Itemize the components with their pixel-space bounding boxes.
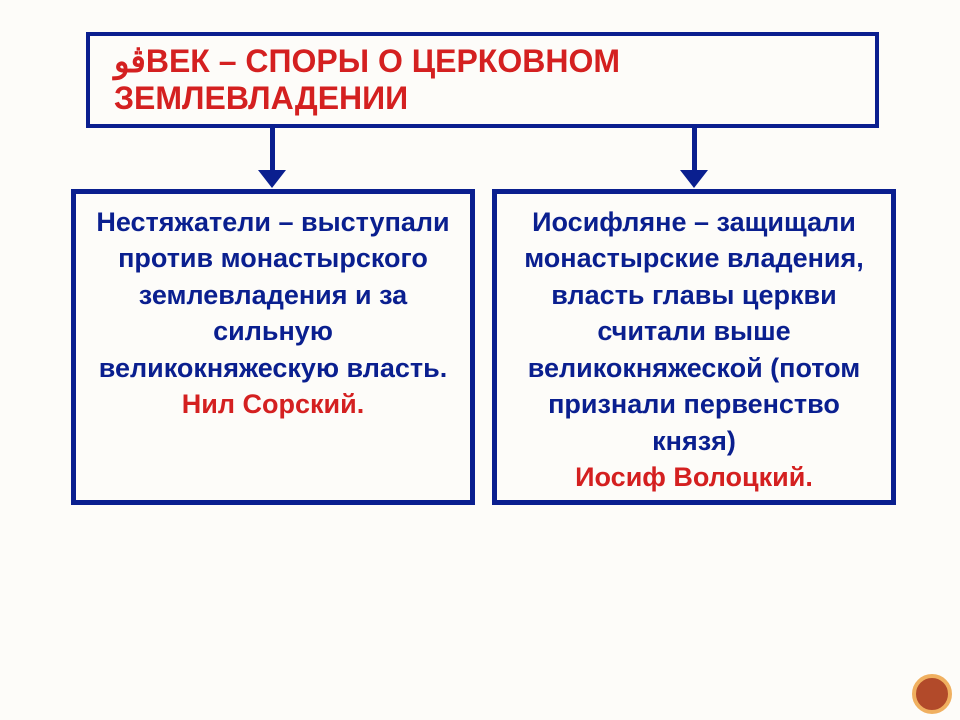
diagram-title: ڤوВЕК – СПОРЫ О ЦЕРКОВНОМ ЗЕМЛЕВЛАДЕНИИ: [114, 43, 620, 117]
right-branch-text: Иосифляне – защищали монастырские владен…: [511, 204, 877, 496]
right-branch-box: Иосифляне – защищали монастырские владен…: [492, 189, 896, 505]
left-branch-text: Нестяжатели – выступали против монастырс…: [90, 204, 456, 423]
left-term: Нестяжатели –: [96, 207, 301, 237]
title-line2: ЗЕМЛЕВЛАДЕНИИ: [114, 80, 408, 116]
arrow-left-line: [270, 128, 275, 170]
arrow-left-head: [258, 170, 286, 188]
arrow-right-head: [680, 170, 708, 188]
right-body: защищали монастырские владения, власть г…: [524, 207, 864, 456]
title-box: ڤوВЕК – СПОРЫ О ЦЕРКОВНОМ ЗЕМЛЕВЛАДЕНИИ: [86, 32, 879, 128]
left-branch-box: Нестяжатели – выступали против монастырс…: [71, 189, 475, 505]
right-leader: Иосиф Волоцкий.: [575, 462, 813, 492]
right-term: Иосифляне –: [532, 207, 716, 237]
arrow-right-line: [692, 128, 697, 170]
left-leader: Нил Сорский.: [182, 389, 364, 419]
title-prefix-glyph: ڤو: [114, 43, 146, 79]
corner-circle-icon: [912, 674, 952, 714]
title-line1: ВЕК – СПОРЫ О ЦЕРКОВНОМ: [146, 43, 620, 79]
